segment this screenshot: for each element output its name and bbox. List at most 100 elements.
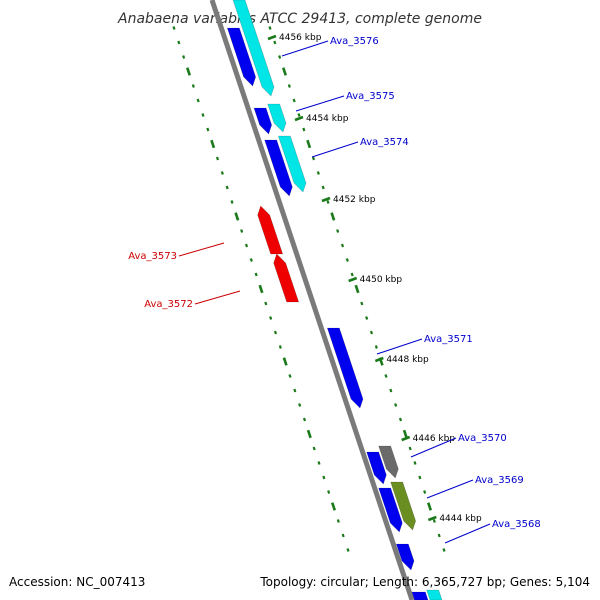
gene-arrow-forward — [326, 327, 364, 409]
gene-label[interactable]: Ava_3569 — [475, 475, 524, 486]
outer-tick-mark — [384, 374, 388, 378]
cyan-feature — [232, 0, 275, 97]
major-tick-mark — [427, 515, 437, 522]
inner-tick-mark — [201, 113, 205, 117]
major-tick-mark — [294, 115, 304, 122]
outer-tick-mark — [394, 403, 398, 407]
outer-tick-mark — [423, 490, 427, 494]
major-tick-mark — [348, 276, 358, 283]
inner-tick-mark — [302, 417, 307, 422]
gene-arrow-reverse — [273, 253, 300, 303]
cyan-feature — [426, 589, 443, 600]
outer-tick-mark — [273, 40, 277, 45]
inner-tick-mark — [288, 374, 292, 378]
gene-label-leader — [178, 242, 225, 257]
gene-label-leader — [194, 290, 241, 305]
outer-tick-mark — [413, 461, 417, 465]
inner-tick-mark — [254, 272, 258, 277]
inner-tick-mark — [341, 533, 345, 538]
gene-arrow-forward — [395, 543, 415, 571]
genome-title: Anabaena variabilis ATCC 29413, complete… — [117, 11, 482, 27]
gene-label[interactable]: Ava_3573 — [128, 251, 177, 262]
tick-label: 4454 kbp — [306, 114, 349, 124]
gene-arrow-forward — [253, 107, 272, 135]
outer-tick-mark — [302, 127, 306, 132]
major-tick-mark — [267, 34, 277, 41]
inner-tick-mark — [298, 403, 302, 407]
inner-tick-mark — [177, 40, 181, 45]
gene-labels: Ava_3576 Ava_3575 Ava_3574 Ava_3573 Ava_3572… — [128, 36, 541, 544]
outer-tick-mark — [374, 345, 378, 349]
outer-tick-mark — [287, 84, 291, 88]
inner-tick-mark — [191, 84, 195, 88]
feature-track — [226, 0, 443, 600]
outer-tick-mark — [369, 330, 374, 335]
inner-tick-mark — [258, 284, 264, 294]
gene-label-leader — [376, 338, 423, 355]
inner-tick-mark — [278, 345, 282, 349]
outer-tick-mark — [398, 417, 403, 422]
inner-tick-mark — [225, 185, 229, 190]
major-tick-mark — [321, 196, 331, 203]
gene-label[interactable]: Ava_3571 — [424, 334, 473, 345]
gene-arrow-forward — [226, 27, 256, 87]
inner-tick-mark — [273, 330, 278, 335]
inner-tick-track — [172, 26, 350, 552]
outer-tick-mark — [427, 502, 432, 511]
outer-tick-mark — [432, 519, 436, 523]
genome-summary-text: Topology: circular; Length: 6,365,727 bp… — [259, 575, 590, 589]
gene-label[interactable]: Ava_3574 — [360, 137, 409, 148]
gene-arrow-forward — [264, 139, 293, 197]
inner-tick-mark — [210, 139, 216, 149]
outer-tick-mark — [437, 533, 441, 538]
tick-label: 4450 kbp — [360, 275, 403, 285]
inner-tick-mark — [317, 461, 321, 465]
tick-label: 4448 kbp — [386, 355, 429, 365]
outer-tick-mark — [360, 301, 364, 306]
inner-tick-mark — [331, 502, 336, 511]
outer-tick-mark — [268, 26, 272, 30]
gene-label[interactable]: Ava_3572 — [144, 299, 193, 310]
outer-tick-track: 4456 kbp 4454 kbp 4452 kbp 4450 kbp 4448 kbp… — [267, 26, 482, 552]
outer-tick-mark — [326, 200, 330, 204]
outer-tick-mark — [330, 212, 336, 221]
inner-tick-mark — [264, 301, 268, 306]
inner-tick-mark — [336, 519, 340, 523]
cyan-feature — [277, 135, 307, 193]
gene-label[interactable]: Ava_3568 — [492, 519, 541, 530]
outer-tick-mark — [282, 67, 287, 76]
inner-tick-mark — [282, 357, 288, 366]
inner-tick-mark — [269, 316, 273, 320]
outer-tick-mark — [365, 316, 369, 320]
outer-tick-mark — [297, 113, 301, 117]
inner-tick-mark — [234, 212, 240, 221]
inner-tick-mark — [230, 200, 234, 204]
inner-tick-mark — [186, 67, 191, 76]
gene-arrow-reverse — [257, 205, 284, 255]
outer-tick-mark — [321, 185, 325, 190]
inner-tick-mark — [206, 127, 210, 132]
outer-tick-mark — [408, 446, 412, 451]
outer-tick-mark — [418, 475, 422, 480]
outer-tick-mark — [292, 98, 296, 103]
inner-tick-mark — [172, 26, 176, 30]
gene-label[interactable]: Ava_3576 — [330, 36, 379, 47]
inner-tick-mark — [182, 55, 186, 59]
gene-label-leader — [426, 479, 474, 499]
gene-arrow-forward — [366, 451, 387, 485]
outer-tick-mark — [402, 429, 408, 439]
outer-tick-mark — [340, 243, 345, 248]
inner-tick-mark — [306, 429, 312, 439]
tick-label: 4444 kbp — [439, 514, 482, 524]
outer-tick-mark — [316, 171, 320, 175]
gene-label-leader — [410, 437, 457, 458]
outer-tick-mark — [306, 139, 312, 149]
outer-tick-mark — [442, 548, 446, 552]
gene-label-leader — [281, 40, 329, 57]
gene-label[interactable]: Ava_3570 — [458, 433, 507, 444]
gene-label[interactable]: Ava_3575 — [346, 91, 395, 102]
inner-tick-mark — [196, 98, 200, 103]
gray-feature — [378, 445, 399, 479]
outer-tick-mark — [345, 258, 349, 262]
